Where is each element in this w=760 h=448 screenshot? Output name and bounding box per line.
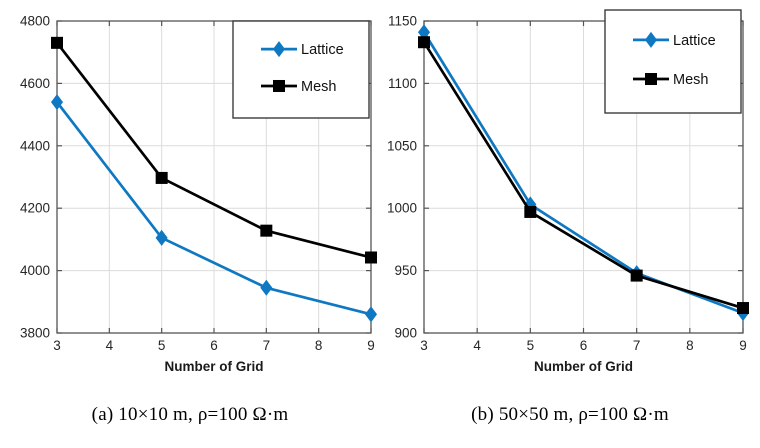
svg-text:7: 7 xyxy=(263,338,271,353)
legend-diamond-icon xyxy=(272,41,286,58)
captions-row: (a) 10×10 m, ρ=100 Ω·m (b) 50×50 m, ρ=10… xyxy=(0,392,760,448)
svg-text:1050: 1050 xyxy=(387,138,417,153)
legend-square-icon xyxy=(273,79,285,92)
caption-b: (b) 50×50 m, ρ=100 Ω·m xyxy=(471,404,669,425)
svg-text:8: 8 xyxy=(686,338,694,353)
chart-b-canvas: 3 4 5 6 7 8 9 900 950 1000 1050 1100 1150 Number of G… xyxy=(387,9,750,374)
svg-text:8: 8 xyxy=(315,338,323,353)
legend: Lattice Mesh xyxy=(604,9,742,114)
x-axis-title: Number of Grid xyxy=(534,359,633,374)
svg-text:4: 4 xyxy=(473,338,481,353)
chart-a-canvas: 3 4 5 6 7 8 9 3800 4000 4200 4400 4600 4800 Number of… xyxy=(20,14,378,374)
svg-text:4600: 4600 xyxy=(20,76,50,91)
square-marker xyxy=(260,224,273,237)
y-tick-labels: 900 950 1000 1050 1100 1150 xyxy=(387,14,417,341)
series-mesh-line xyxy=(55,42,372,259)
svg-text:3: 3 xyxy=(420,338,428,353)
svg-text:900: 900 xyxy=(394,326,417,341)
x-tick-labels: 3 4 5 6 7 8 9 xyxy=(420,338,747,353)
svg-text:7: 7 xyxy=(633,338,641,353)
svg-text:1100: 1100 xyxy=(388,76,417,91)
legend: Lattice Mesh xyxy=(232,20,370,119)
svg-text:950: 950 xyxy=(394,263,417,278)
svg-text:9: 9 xyxy=(367,338,375,353)
svg-text:3: 3 xyxy=(53,338,61,353)
square-marker xyxy=(737,302,749,315)
legend-square-icon xyxy=(645,73,657,86)
legend-lattice-label: Lattice xyxy=(673,33,716,49)
svg-text:4200: 4200 xyxy=(20,201,50,216)
square-marker xyxy=(155,171,168,184)
series-mesh-markers xyxy=(51,36,377,264)
series-lattice-markers xyxy=(50,94,378,323)
x-axis-title: Number of Grid xyxy=(164,359,263,374)
svg-text:3800: 3800 xyxy=(20,326,50,341)
square-marker xyxy=(51,36,63,49)
svg-text:4: 4 xyxy=(106,338,114,353)
svg-text:5: 5 xyxy=(527,338,535,353)
tick-marks xyxy=(56,20,372,334)
y-tick-labels: 3800 4000 4200 4400 4600 4800 xyxy=(20,14,50,341)
series-lattice-line xyxy=(55,101,372,316)
figure-a: 3 4 5 6 7 8 9 3800 4000 4200 4400 4600 4800 Number of… xyxy=(0,0,380,392)
diamond-marker xyxy=(364,306,378,323)
diamond-marker xyxy=(260,279,273,296)
svg-text:4000: 4000 xyxy=(20,263,50,278)
caption-a: (a) 10×10 m, ρ=100 Ω·m xyxy=(91,404,289,425)
legend-box xyxy=(604,9,742,114)
legend-lattice-label: Lattice xyxy=(301,42,344,58)
svg-text:4800: 4800 xyxy=(20,14,50,29)
charts-row: 3 4 5 6 7 8 9 3800 4000 4200 4400 4600 4800 Number of… xyxy=(0,0,760,392)
diamond-marker xyxy=(50,94,64,111)
square-marker xyxy=(418,36,430,49)
svg-text:1000: 1000 xyxy=(387,201,417,216)
diamond-marker xyxy=(155,229,168,246)
square-marker xyxy=(365,251,377,264)
series-mesh-line xyxy=(422,41,744,310)
svg-text:6: 6 xyxy=(580,338,588,353)
legend-diamond-icon xyxy=(644,31,658,48)
svg-text:5: 5 xyxy=(158,338,166,353)
legend-mesh-label: Mesh xyxy=(301,79,336,95)
svg-text:9: 9 xyxy=(739,338,747,353)
series-mesh-markers xyxy=(418,36,749,315)
square-marker xyxy=(524,205,537,218)
figure-b: 3 4 5 6 7 8 9 900 950 1000 1050 1100 1150 Number of G… xyxy=(380,0,760,392)
legend-box xyxy=(232,20,370,119)
x-tick-labels: 3 4 5 6 7 8 9 xyxy=(53,338,375,353)
square-marker xyxy=(630,269,643,282)
legend-mesh-label: Mesh xyxy=(673,72,708,88)
svg-text:6: 6 xyxy=(210,338,218,353)
svg-text:1150: 1150 xyxy=(388,14,417,29)
svg-text:4400: 4400 xyxy=(20,138,50,153)
